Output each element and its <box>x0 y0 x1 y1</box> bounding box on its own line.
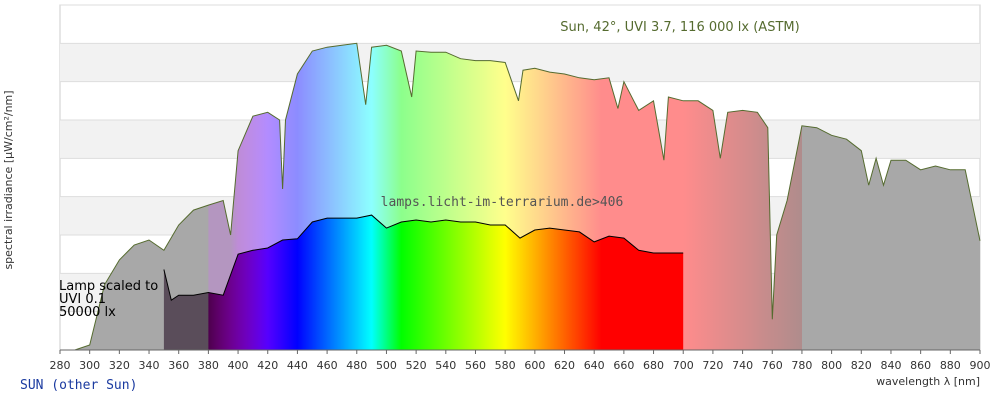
annotation: 50000 lx <box>59 305 116 320</box>
annotation: UVI 0.1 <box>59 292 106 307</box>
x-axis-label: wavelength λ [nm] <box>876 375 980 388</box>
x-tick-label: 600 <box>524 359 545 372</box>
x-tick-label: 800 <box>821 359 842 372</box>
x-tick-label: 360 <box>168 359 189 372</box>
x-tick-label: 420 <box>257 359 278 372</box>
x-tick-label: 900 <box>970 359 991 372</box>
x-tick-label: 340 <box>139 359 160 372</box>
x-tick-label: 300 <box>79 359 100 372</box>
x-tick-label: 740 <box>732 359 753 372</box>
lamp-label: lamps.licht-im-terrarium.de>406 <box>381 195 624 210</box>
x-tick-label: 720 <box>702 359 723 372</box>
axes: 280 300 320 340 360 380 400 420 440 460 480 500 520 5… <box>50 349 991 372</box>
x-tick-label: 780 <box>791 359 812 372</box>
x-tick-label: 440 <box>287 359 308 372</box>
x-tick-label: 620 <box>554 359 575 372</box>
x-tick-label: 540 <box>435 359 456 372</box>
x-tick-label: 480 <box>346 359 367 372</box>
spectrum-line <box>163 214 684 302</box>
x-tick-label: 280 <box>50 359 71 372</box>
sun-label: Sun, 42°, UVI 3.7, 116 000 lx (ASTM) <box>560 20 799 35</box>
plot <box>74 42 981 351</box>
x-tick-label: 580 <box>495 359 516 372</box>
annotation: Lamp scaled to <box>59 279 158 294</box>
x-tick-label: 760 <box>762 359 783 372</box>
area-fill <box>163 215 684 350</box>
x-tick-label: 520 <box>406 359 427 372</box>
x-tick-label: 660 <box>613 359 634 372</box>
x-tick-label: 320 <box>109 359 130 372</box>
grid-band <box>60 43 980 82</box>
x-tick-label: 500 <box>376 359 397 372</box>
x-tick-label: 460 <box>317 359 338 372</box>
x-tick-label: 640 <box>584 359 605 372</box>
x-tick-label: 680 <box>643 359 664 372</box>
x-tick-label: 400 <box>228 359 249 372</box>
spectrum-line <box>74 42 981 351</box>
x-tick-label: 380 <box>198 359 219 372</box>
y-axis-label: spectral irradiance [µW/cm²/nm] <box>2 90 15 269</box>
x-tick-label: 560 <box>465 359 486 372</box>
x-tick-label: 700 <box>673 359 694 372</box>
x-tick-label: 860 <box>910 359 931 372</box>
x-tick-label: 820 <box>851 359 872 372</box>
footer-link[interactable]: SUN (other Sun) <box>20 378 137 393</box>
x-tick-label: 880 <box>940 359 961 372</box>
x-tick-label: 840 <box>880 359 901 372</box>
